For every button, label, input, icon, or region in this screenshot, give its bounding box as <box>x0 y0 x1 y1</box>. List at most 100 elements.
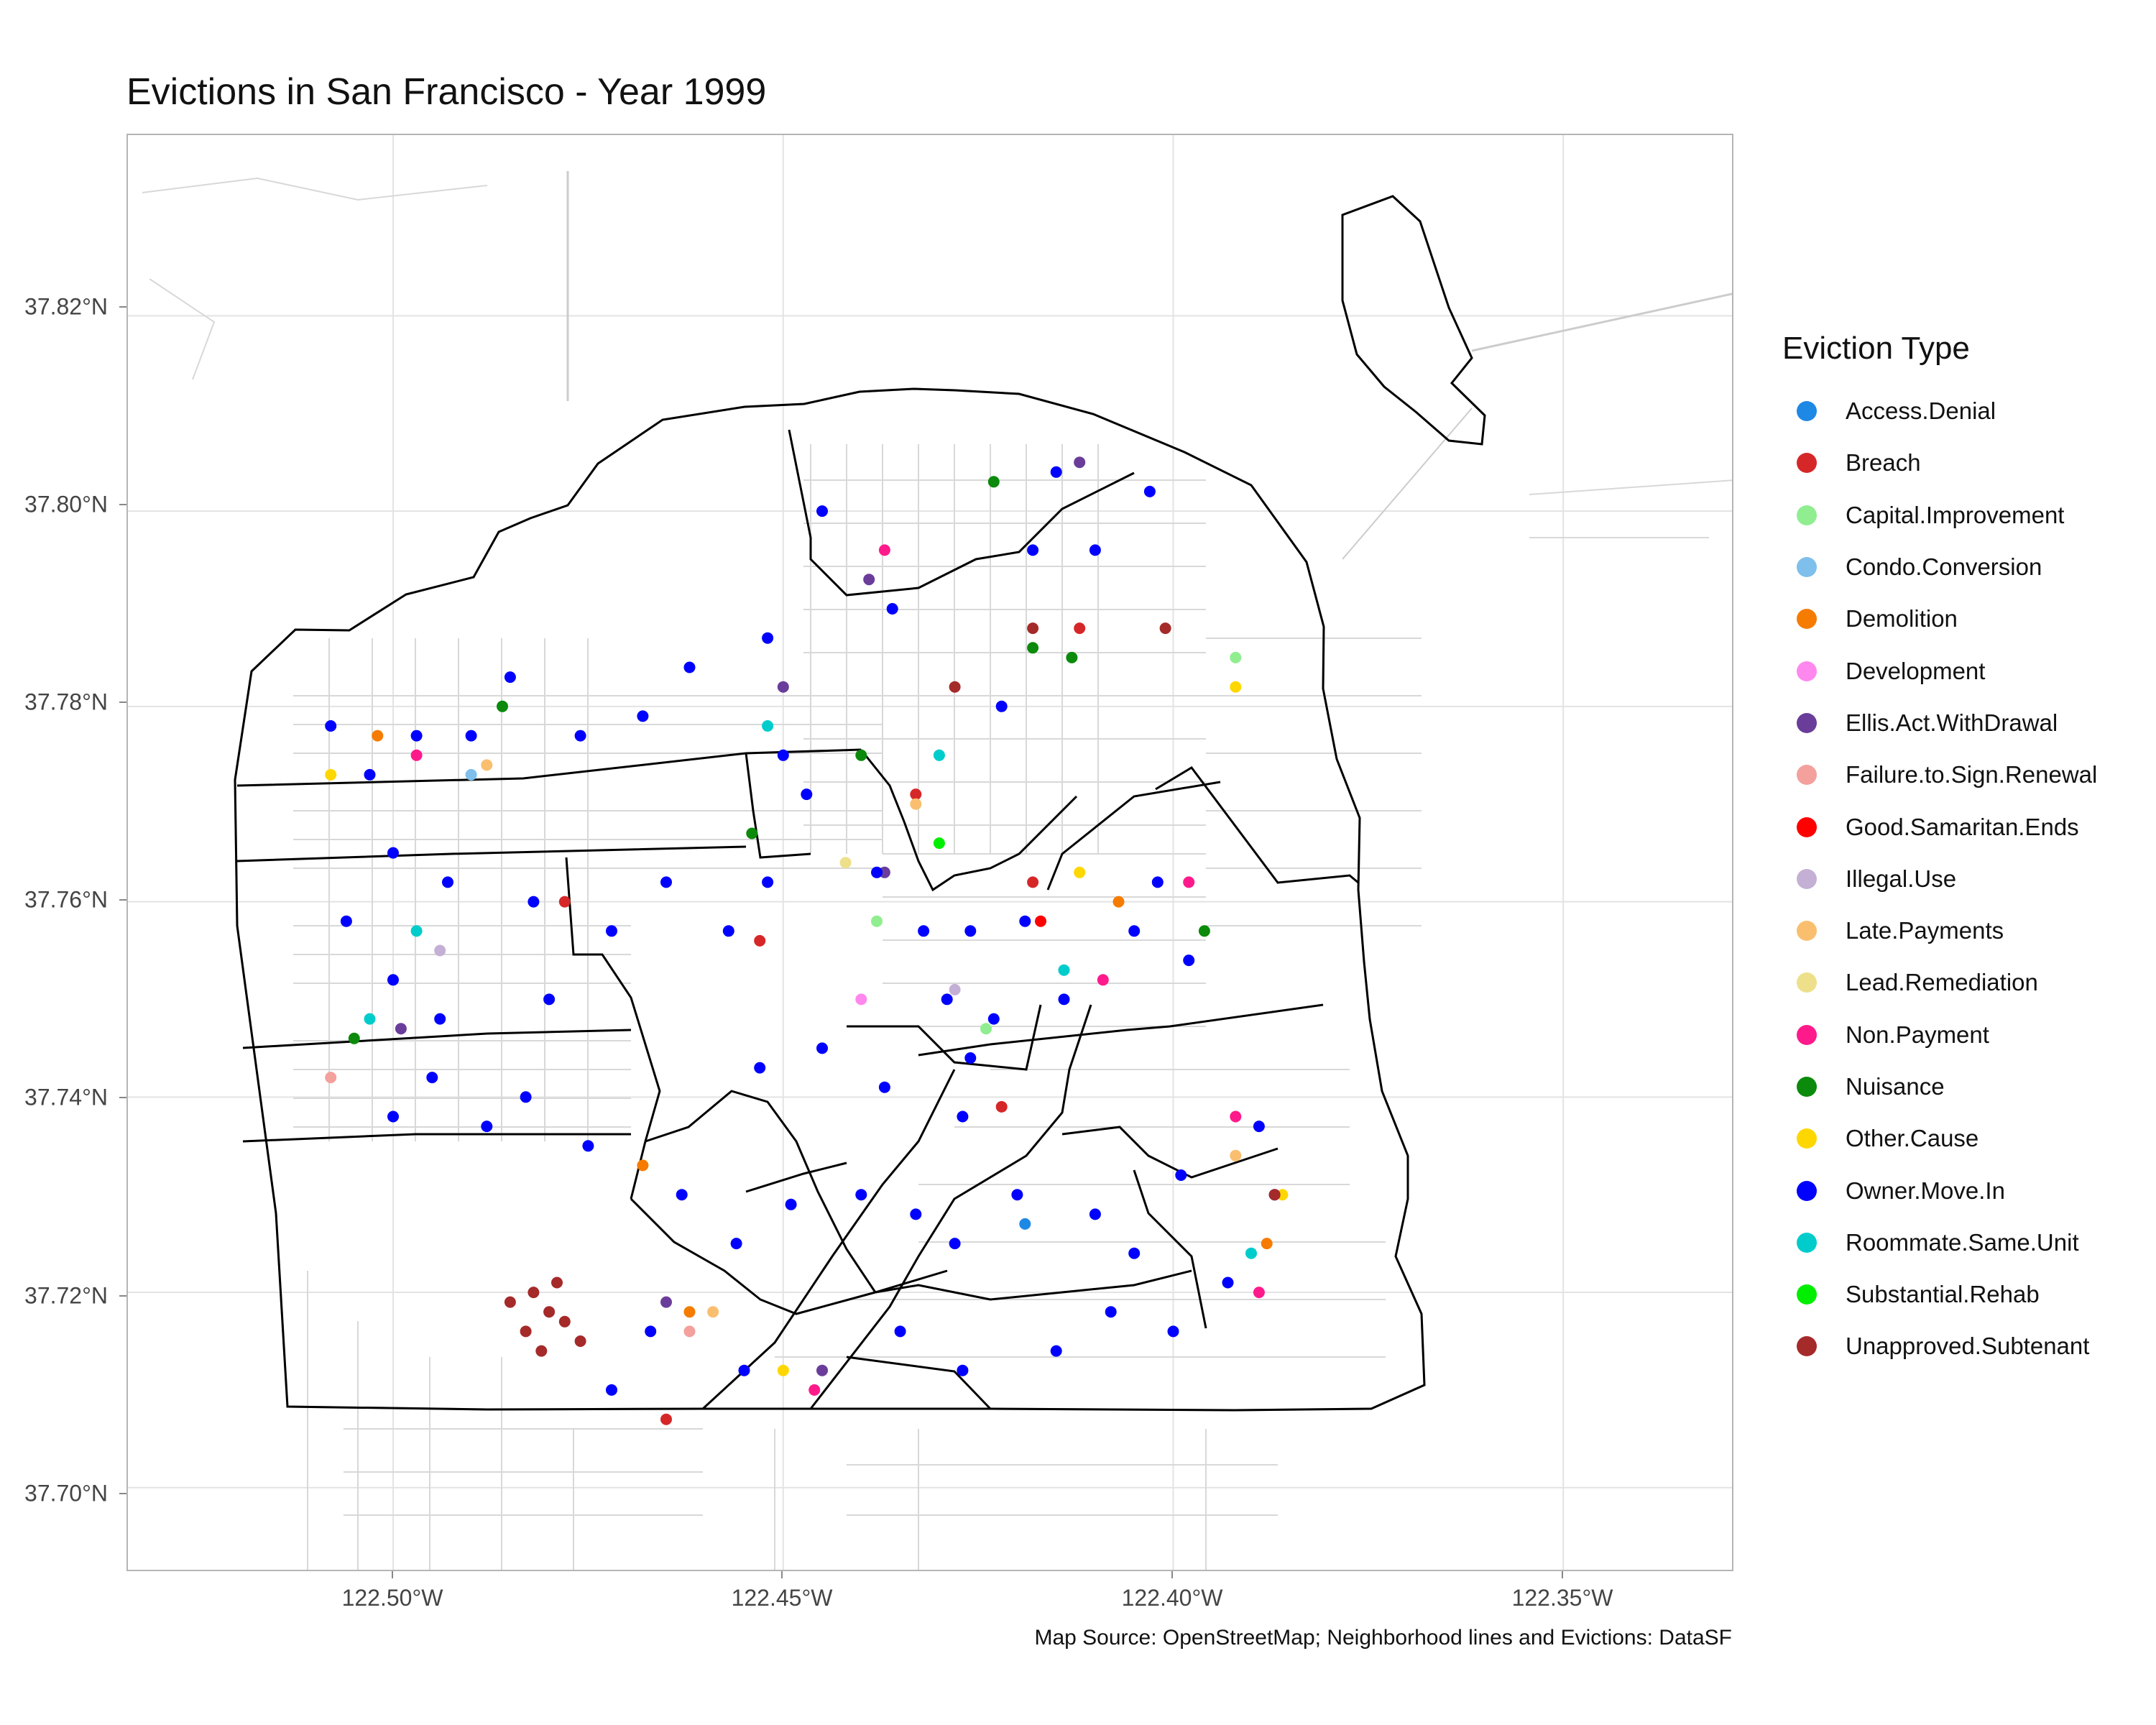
eviction-point <box>1230 681 1242 693</box>
legend-label: Ellis.Act.WithDrawal <box>1846 709 2058 736</box>
eviction-point <box>1089 1208 1101 1220</box>
eviction-point <box>387 1110 399 1123</box>
eviction-point <box>558 1315 571 1328</box>
x-tick-mark <box>1562 1571 1563 1578</box>
eviction-point <box>816 1364 828 1376</box>
eviction-point <box>894 1325 906 1338</box>
legend-label: Late.Payments <box>1846 917 2004 944</box>
eviction-point <box>582 1140 594 1152</box>
eviction-point <box>1027 642 1039 654</box>
y-tick-label: 37.80°N <box>24 491 108 518</box>
eviction-point <box>878 544 890 556</box>
eviction-point <box>1245 1247 1257 1259</box>
legend-swatch <box>1797 972 1817 993</box>
eviction-point <box>410 925 423 937</box>
eviction-point <box>1183 876 1195 888</box>
legend-swatch <box>1797 816 1817 837</box>
legend-label: Demolition <box>1846 605 1958 632</box>
eviction-point <box>1128 1247 1141 1259</box>
eviction-point <box>1253 1287 1265 1299</box>
eviction-point <box>1050 1345 1062 1357</box>
eviction-point <box>348 1032 360 1044</box>
eviction-point <box>777 681 789 693</box>
legend-item: Condo.Conversion <box>1782 541 2097 593</box>
eviction-point <box>910 788 922 801</box>
map-svg <box>128 135 1732 1570</box>
legend-swatch <box>1797 1180 1817 1201</box>
y-tick-mark <box>119 1295 126 1297</box>
eviction-point <box>528 896 540 908</box>
y-tick-label: 37.78°N <box>24 689 108 715</box>
eviction-point <box>637 710 649 722</box>
eviction-point <box>933 837 945 850</box>
eviction-point <box>1027 876 1039 888</box>
eviction-point <box>1222 1276 1234 1289</box>
eviction-point <box>543 1306 556 1318</box>
legend-item: Failure.to.Sign.Renewal <box>1782 749 2097 801</box>
eviction-point <box>637 1159 649 1172</box>
eviction-point <box>606 1384 617 1396</box>
eviction-point <box>964 1052 977 1064</box>
eviction-point <box>535 1345 548 1357</box>
neighborhood-boundaries <box>234 195 1486 1412</box>
legend-label: Illegal.Use <box>1846 865 1957 892</box>
legend-item: Non.Payment <box>1782 1009 2097 1061</box>
eviction-point <box>504 1296 516 1308</box>
eviction-point <box>754 1062 766 1074</box>
legend-label: Lead.Remediation <box>1846 969 2038 996</box>
eviction-point <box>957 1364 969 1376</box>
eviction-point <box>426 1072 438 1084</box>
legend-label: Non.Payment <box>1846 1021 1989 1048</box>
legend-swatch <box>1797 868 1817 889</box>
legend-swatch <box>1797 1284 1817 1305</box>
eviction-point <box>683 1325 696 1338</box>
eviction-point <box>1128 925 1141 937</box>
map-caption: Map Source: OpenStreetMap; Neighborhood … <box>1034 1626 1732 1650</box>
legend-label: Capital.Improvement <box>1846 501 2065 528</box>
y-tick-label: 37.70°N <box>24 1480 108 1506</box>
eviction-point <box>387 974 399 986</box>
eviction-point <box>855 1189 867 1201</box>
eviction-point <box>1230 651 1242 663</box>
legend-label: Owner.Move.In <box>1846 1177 2005 1204</box>
eviction-point <box>933 749 945 761</box>
eviction-point <box>1027 622 1039 635</box>
legend-label: Breach <box>1846 449 1921 477</box>
eviction-point <box>1198 925 1210 937</box>
eviction-point <box>1027 544 1039 556</box>
eviction-point <box>949 983 961 995</box>
legend-item: Capital.Improvement <box>1782 489 2097 541</box>
legend-swatch <box>1797 453 1817 474</box>
eviction-point <box>325 1072 337 1084</box>
legend-item: Nuisance <box>1782 1061 2097 1113</box>
eviction-point <box>863 574 875 586</box>
legend-item: Owner.Move.In <box>1782 1164 2097 1216</box>
eviction-point <box>707 1306 719 1318</box>
x-tick-label: 122.50°W <box>341 1585 443 1611</box>
eviction-point <box>762 632 774 644</box>
legend-swatch <box>1797 712 1817 733</box>
eviction-point <box>660 1296 672 1308</box>
eviction-point <box>520 1325 532 1338</box>
legend-label: Good.Samaritan.Ends <box>1846 813 2079 840</box>
legend-label: Development <box>1846 657 1986 684</box>
legend-swatch <box>1797 609 1817 630</box>
eviction-point <box>1112 896 1125 908</box>
eviction-point <box>980 1023 992 1035</box>
eviction-point <box>816 1042 828 1054</box>
eviction-point <box>645 1325 657 1338</box>
eviction-point <box>777 1364 789 1376</box>
eviction-point <box>1097 974 1109 986</box>
legend-item: Access.Denial <box>1782 385 2097 437</box>
eviction-point <box>987 476 1000 488</box>
eviction-point <box>1058 964 1070 976</box>
gridlines <box>128 135 1732 1570</box>
eviction-point <box>528 1287 540 1299</box>
eviction-point <box>964 925 977 937</box>
eviction-point <box>910 798 922 810</box>
legend-swatch <box>1797 765 1817 786</box>
eviction-point <box>1035 915 1046 927</box>
eviction-point <box>808 1384 821 1396</box>
street-basemap <box>142 171 1732 1570</box>
eviction-point <box>1261 1238 1273 1250</box>
